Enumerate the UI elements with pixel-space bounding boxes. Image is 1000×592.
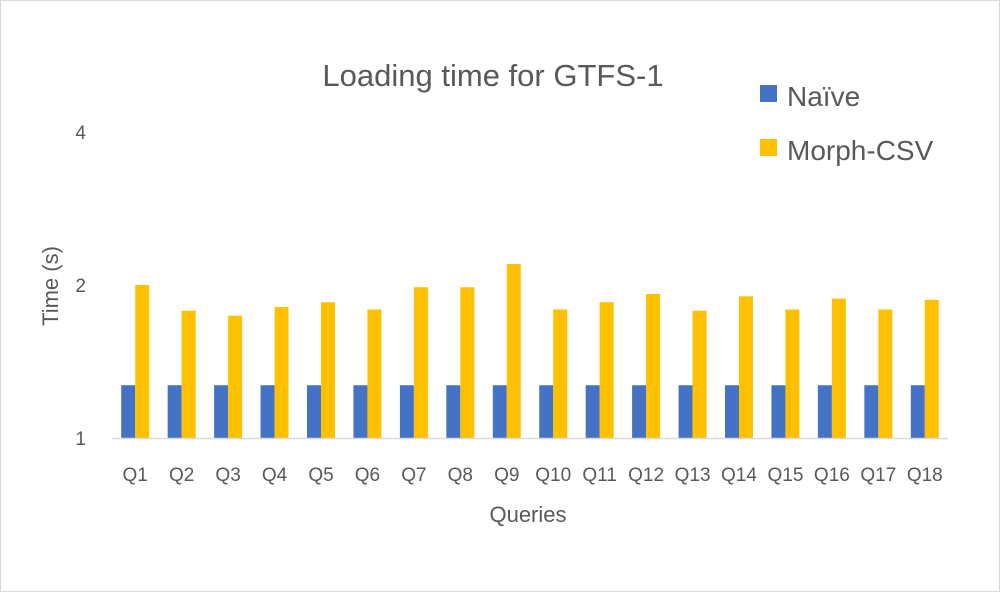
naive-bar-q1: [121, 385, 136, 438]
legend: Naïve Morph-CSV: [760, 81, 934, 166]
x-axis-label: Queries: [489, 502, 566, 527]
naive-bar-q18: [910, 385, 925, 438]
naive-bar-q14: [725, 385, 739, 438]
naive-bar-q4: [260, 385, 275, 438]
x-tick-label: Q16: [814, 465, 850, 486]
x-tick-label: Q11: [582, 465, 617, 486]
x-tick-label: Q18: [907, 465, 943, 486]
morph-csv-bar-q5: [321, 302, 335, 438]
naive-bar-q11: [585, 385, 600, 438]
morph-csv-bar-q18: [924, 299, 939, 438]
x-tick-label: Q12: [628, 465, 664, 486]
x-tick-label: Q9: [494, 465, 519, 486]
naive-bar-q13: [678, 385, 693, 438]
y-axis-ticks: 1 2 4: [75, 123, 86, 450]
naive-bar-q16: [817, 385, 832, 438]
x-tick-label: Q10: [535, 465, 571, 486]
morph-csv-bar-q9: [506, 263, 521, 438]
morph-csv-bar-q12: [646, 294, 661, 438]
naive-bar-q7: [399, 385, 414, 438]
morph-csv-bar-q3: [228, 315, 243, 438]
x-tick-label: Q5: [308, 465, 333, 486]
x-tick-label: Q15: [767, 465, 803, 486]
naive-bar-q10: [539, 385, 554, 438]
chart-title: Loading time for GTFS-1: [322, 58, 663, 93]
morph-csv-bar-q6: [367, 309, 382, 438]
legend-label-naive: Naïve: [787, 81, 860, 112]
naive-bar-q5: [307, 385, 321, 438]
x-tick-label: Q1: [123, 465, 148, 486]
x-tick-label: Q6: [355, 465, 380, 486]
naive-bar-q9: [492, 385, 507, 438]
naive-bar-q17: [864, 385, 879, 438]
morph-csv-bar-q13: [692, 310, 707, 438]
y-tick-label: 2: [75, 276, 86, 297]
naive-bar-q8: [446, 385, 461, 438]
x-tick-label: Q7: [401, 465, 426, 486]
x-tick-label: Q13: [675, 465, 711, 486]
morph-csv-bar-q10: [553, 309, 568, 438]
y-tick-label: 1: [75, 429, 86, 450]
x-tick-label: Q14: [721, 465, 757, 486]
morph-csv-bar-q2: [181, 310, 196, 438]
naive-bar-q3: [214, 385, 229, 438]
morph-csv-bar-q8: [460, 287, 475, 438]
morph-csv-bar-q14: [739, 296, 753, 438]
morph-csv-bar-q4: [274, 307, 289, 438]
morph-csv-bar-q16: [831, 298, 846, 438]
morph-csv-bar-q7: [413, 287, 428, 438]
morph-csv-bar-q1: [135, 285, 150, 438]
legend-swatch-naive: [760, 85, 777, 102]
x-axis-ticks: Q1 Q2 Q3 Q4 Q5 Q6 Q7 Q8 Q9 Q10 Q11 Q12 Q13 Q14 Q15 Q16 Q…: [123, 465, 943, 486]
morph-csv-bar-q11: [599, 302, 614, 438]
x-tick-label: Q4: [262, 465, 288, 486]
legend-swatch-morph-csv: [760, 139, 777, 156]
bars: [121, 263, 939, 438]
morph-csv-bar-q17: [878, 309, 893, 438]
y-tick-label: 4: [75, 123, 86, 144]
x-tick-label: Q8: [448, 465, 473, 486]
naive-bar-q2: [167, 385, 182, 438]
x-tick-label: Q17: [860, 465, 896, 486]
morph-csv-bar-q15: [785, 309, 800, 438]
naive-bar-q12: [632, 385, 647, 438]
y-axis-label: Time (s): [38, 246, 63, 326]
x-tick-label: Q2: [169, 465, 194, 486]
x-tick-label: Q3: [215, 465, 240, 486]
naive-bar-q15: [771, 385, 786, 438]
legend-label-morph-csv: Morph-CSV: [787, 135, 934, 166]
naive-bar-q6: [353, 385, 368, 438]
